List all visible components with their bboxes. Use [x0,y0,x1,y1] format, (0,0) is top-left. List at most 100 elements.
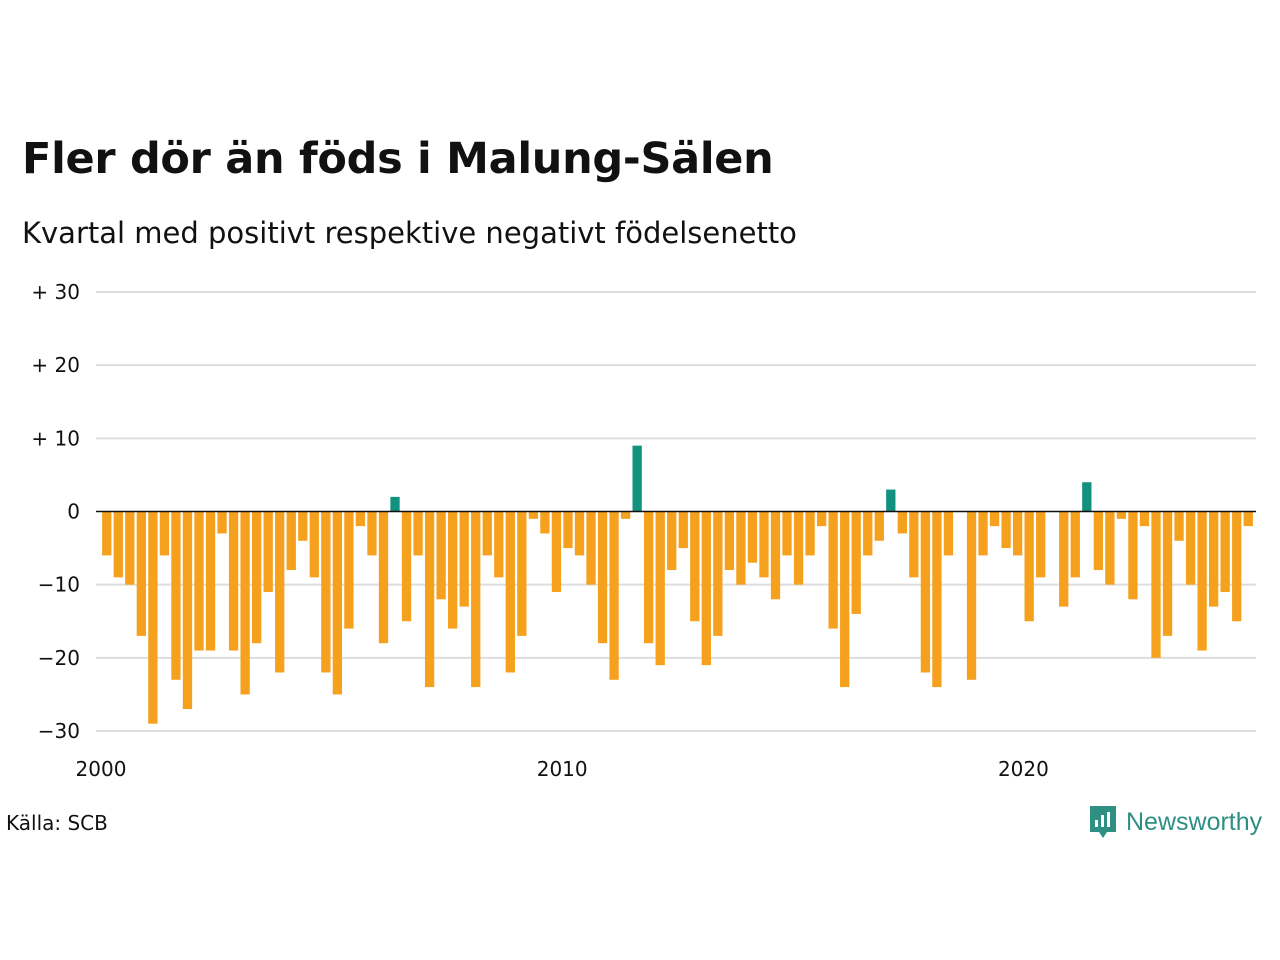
bar-negative [459,511,469,607]
bar-negative [355,511,366,527]
bar-negative [286,511,296,571]
bar-negative [309,511,319,578]
bar-negative [1036,511,1046,578]
bar-negative [1001,511,1011,549]
bar-negative [482,511,492,556]
y-tick-label: −30 [38,719,80,743]
bar-negative [494,511,504,578]
bar-negative [966,511,977,680]
bar-negative [828,511,838,629]
bar-negative [816,511,827,527]
bar-negative [978,511,988,556]
bar-negative [920,511,931,673]
bar-negative [690,511,700,622]
x-tick-label: 2000 [76,757,127,781]
bar-negative [897,511,907,534]
y-tick-label: + 30 [31,280,80,304]
bar-negative [136,511,146,636]
bar-negative [620,511,631,519]
brand-name: Newsworthy [1126,807,1263,836]
bar-negative [102,511,112,556]
y-tick-label: + 10 [31,426,80,450]
bar-negative [782,511,792,556]
bar-negative [344,511,354,629]
bar-negative [655,511,665,666]
bar-negative [367,511,377,556]
newsworthy-logo-icon [1090,806,1116,838]
bar-negative [551,511,562,592]
bar-negative [805,511,815,556]
bar-negative [448,511,458,629]
bar-negative [1105,511,1115,585]
bar-negative [113,511,123,578]
bar-negative [574,511,585,556]
bar-chart: + 30 + 20 + 10 0 −10 −20 −30 2000 2010 2020 [31,280,1256,781]
bar-negative [413,511,423,556]
bar-negative [240,511,250,695]
bar-negative [436,511,446,600]
bar-negative [1024,511,1034,622]
bar-negative [1151,511,1161,658]
bar-negative [182,511,193,710]
y-tick-label: −10 [38,573,80,597]
bar-negative [597,511,608,644]
bar-negative [252,511,262,644]
bar-negative [1208,511,1219,607]
bar-negative [1012,511,1023,556]
source-label: Källa: SCB [6,811,108,835]
bar-negative [1139,511,1150,527]
chart-title: Fler dör än föds i Malung-Sälen [22,134,774,184]
bar-positive [1082,482,1092,512]
bar-positive [632,445,642,512]
bar-negative [171,511,181,680]
bar-negative [667,511,677,571]
bar-negative [205,511,216,651]
x-tick-label: 2010 [537,757,588,781]
bar-negative [713,511,723,636]
bar-negative [851,511,861,614]
y-tick-label: −20 [38,646,80,670]
bar-negative [1197,511,1207,651]
bar-negative [586,511,596,585]
bars [102,445,1253,724]
bar-negative [701,511,711,666]
bar-positive [886,489,896,512]
bar-negative [1162,511,1173,636]
bar-negative [1059,511,1069,607]
bar-negative [747,511,758,563]
bar-negative [298,511,308,541]
bar-negative [863,511,873,556]
x-tick-label: 2020 [998,757,1049,781]
brand-logo: Newsworthy [1088,804,1262,840]
bar-negative [228,511,239,651]
bar-negative [678,511,688,549]
y-tick-label: 0 [67,500,80,524]
bar-positive [390,496,400,512]
bar-negative [909,511,919,578]
gridlines [96,291,1256,732]
bar-negative [217,511,227,534]
bar-negative [770,511,781,600]
bar-negative [943,511,954,556]
bar-negative [1243,511,1253,527]
bar-negative [563,511,573,549]
bar-negative [609,511,619,680]
bar-negative [275,511,285,673]
bar-negative [1128,511,1138,600]
bar-negative [194,511,204,651]
bar-negative [989,511,1000,527]
bar-negative [378,511,389,644]
bar-negative [644,511,654,644]
bar-negative [332,511,343,695]
bar-negative [1185,511,1196,585]
bar-negative [159,511,170,556]
bar-negative [263,511,273,592]
bar-negative [1174,511,1184,541]
bar-negative [1220,511,1230,592]
bar-negative [528,511,539,519]
bar-negative [125,511,135,585]
bar-negative [321,511,331,673]
bar-negative [1070,511,1080,578]
bar-negative [1093,511,1103,571]
bar-negative [401,511,412,622]
